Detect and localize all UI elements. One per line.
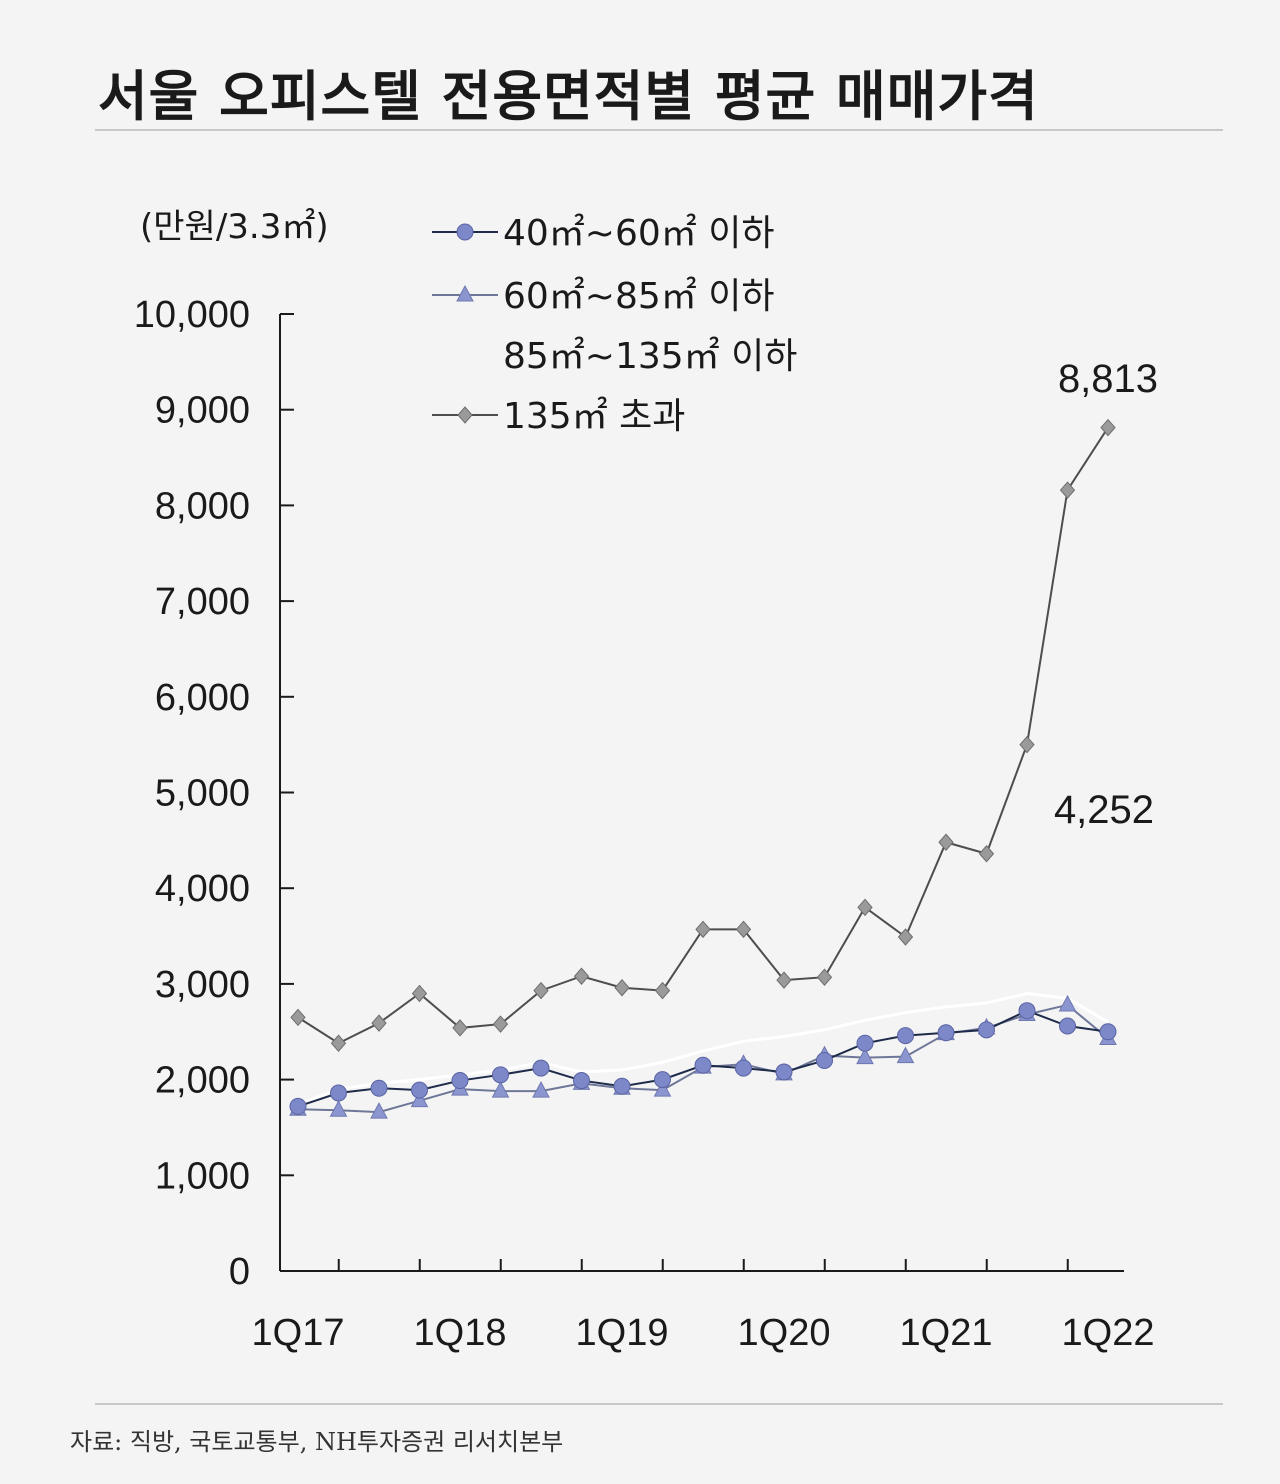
y-tick-label: 2,000 [155,1060,250,1102]
data-point [330,1084,347,1102]
data-point [735,1059,752,1077]
y-tick-label: 1,000 [155,1155,250,1197]
data-point [896,1046,915,1064]
x-tick-label: 1Q19 [576,1312,669,1354]
x-tick-label: 1Q18 [414,1312,507,1354]
data-point [410,1090,429,1108]
data-point [897,1027,914,1045]
x-tick-label: 1Q20 [738,1312,831,1354]
data-point [816,968,833,986]
data-point [290,1008,306,1027]
series-lines [289,418,1117,1119]
data-point [938,833,954,852]
data-point [451,1072,469,1090]
data-point [978,844,995,863]
data-point [1059,1017,1076,1035]
legend-label: 60㎡~85㎡ 이하 [503,275,774,317]
data-point [695,920,711,939]
data-point [856,1047,874,1065]
data-point [452,1019,468,1037]
y-tick-label: 8,000 [155,485,250,527]
legend-item-4: 135㎡ 초과 [432,395,685,437]
data-point [573,1072,590,1090]
data-point [776,971,792,989]
top-divider [95,129,1223,131]
data-point [532,1081,550,1098]
legend-label: 135㎡ 초과 [503,395,685,437]
legend: 40㎡~60㎡ 이하 60㎡~85㎡ 이하 85㎡~135㎡ 이하 135㎡ 초과 [432,212,797,437]
legend-label: 40㎡~60㎡ 이하 [503,212,774,254]
data-point [533,981,549,1000]
legend-label: 85㎡~135㎡ 이하 [503,335,797,377]
data-point [937,1024,955,1042]
data-point [492,1066,509,1084]
data-point [1099,1023,1117,1041]
series-4 [290,418,1116,1052]
data-point [1018,1002,1036,1020]
data-point [653,1080,672,1097]
data-point [1019,735,1035,754]
legend-item-3: 85㎡~135㎡ 이하 [503,335,797,377]
y-tick-label: 7,000 [155,581,250,623]
data-point [857,898,873,917]
chart-title: 서울 오피스텔 전용면적별 평균 매매가격 [98,65,1039,128]
bottom-divider [95,1403,1223,1405]
annotation-8813: 8,813 [1058,357,1158,401]
y-tick-label: 9,000 [155,390,250,432]
data-point [735,920,752,939]
data-point [614,978,630,997]
data-point [775,1063,793,1081]
y-tick-label: 3,000 [155,964,250,1006]
data-point [856,1034,874,1052]
x-tick-label: 1Q22 [1062,1312,1155,1354]
y-tick-label: 6,000 [155,677,250,719]
legend-swatch-marker [457,406,473,424]
axes: 0 1,000 2,000 3,000 4,000 5,000 6,000 7,000 8,00… [134,294,1155,1354]
series-3 [297,991,1109,1106]
series-line [297,427,1109,1045]
data-point [330,1034,347,1052]
data-point [694,1056,712,1074]
x-tick-label: 1Q17 [252,1312,345,1354]
data-point [978,1021,995,1039]
series-line [297,991,1109,1106]
line-chart: (만원/3.3㎡) 0 1,000 2,000 3,000 4,000 5,000 6,00… [134,207,1158,1354]
data-point [492,1015,509,1033]
legend-item-2: 60㎡~85㎡ 이하 [432,275,774,317]
data-point [289,1097,307,1115]
annotation-4252: 4,252 [1054,788,1154,832]
series-1 [289,1002,1117,1115]
data-point [816,1051,833,1069]
data-point [371,1014,387,1032]
data-point [329,1100,348,1117]
y-tick-label: 4,000 [155,868,250,910]
y-axis-unit-label: (만원/3.3㎡) [140,207,329,247]
data-point [897,928,914,946]
data-point [532,1059,550,1077]
data-point [411,984,428,1003]
data-point [1058,994,1077,1012]
x-tick-label: 1Q21 [900,1312,993,1354]
y-tick-label: 5,000 [155,773,250,815]
data-point [491,1081,510,1098]
source-note: 자료: 직방, 국토교통부, NH투자증권 리서치본부 [70,1428,564,1456]
data-point [1059,481,1076,499]
data-point [573,967,590,986]
data-point [370,1102,388,1119]
data-point [1100,418,1116,437]
legend-swatch-marker [456,284,474,302]
legend-item-1: 40㎡~60㎡ 이하 [432,212,774,254]
data-point [654,1071,671,1089]
legend-swatch-marker [456,223,474,241]
data-point [613,1077,631,1095]
data-point [411,1081,428,1099]
y-tick-label: 0 [229,1251,250,1293]
y-tick-label: 10,000 [134,294,250,336]
data-point [654,981,671,1000]
data-point [370,1079,388,1097]
